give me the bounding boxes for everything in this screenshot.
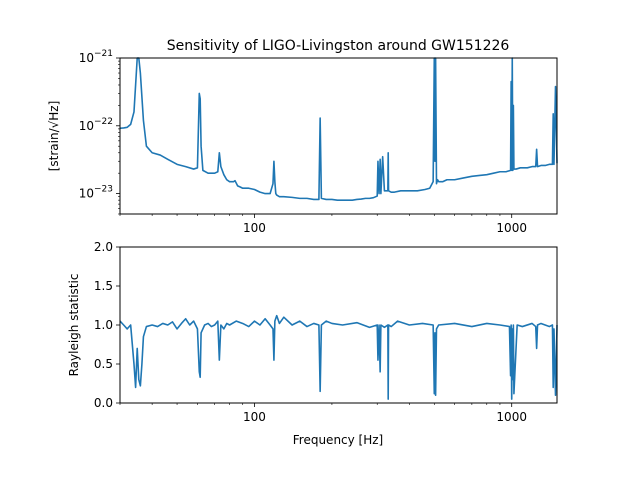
- bottom-axis-ticks: 100 1000 0.0 0.5 1.0 1.5 2.0: [94, 240, 527, 424]
- top-y-tick-label-0: 10−23: [79, 185, 113, 201]
- bottom-y-tick-label-3: 1.5: [94, 279, 113, 293]
- top-y-tick-label-1: 10−22: [79, 117, 113, 133]
- bottom-panel-rayleigh: 100 1000 0.0 0.5 1.0 1.5 2.0 Rayleigh statisti…: [67, 240, 558, 447]
- top-y-tick-label-2: 10−21: [79, 49, 113, 65]
- bottom-y-tick-label-4: 2.0: [94, 240, 113, 254]
- bottom-series-line-0: [119, 314, 558, 400]
- top-plot-frame: [119, 57, 558, 215]
- bottom-x-tick-label-1: 1000: [496, 410, 527, 424]
- top-ylabel: [strain/√Hz]: [47, 101, 61, 172]
- bottom-x-tick-label-0: 100: [243, 410, 266, 424]
- top-axis-ticks: 100 1000 10−23 10−22 10−21: [79, 49, 527, 235]
- bottom-y-tick-label-0: 0.0: [94, 396, 113, 410]
- top-x-tick-label-1: 1000: [496, 221, 527, 235]
- chart-title: Sensitivity of LIGO-Livingston around GW…: [167, 38, 510, 54]
- bottom-y-tick-label-2: 1.0: [94, 318, 113, 332]
- bottom-xlabel: Frequency [Hz]: [293, 433, 384, 447]
- bottom-y-tick-label-1: 0.5: [94, 357, 113, 371]
- top-panel-sensitivity: 100 1000 10−23 10−22 10−21 [strain/√Hz]: [47, 49, 558, 235]
- bottom-ylabel: Rayleigh statistic: [67, 274, 81, 377]
- top-series-line-group: [119, 57, 558, 201]
- top-series-line-0: [119, 57, 558, 201]
- top-x-tick-label-0: 100: [243, 221, 266, 235]
- bottom-series-line-group: [119, 314, 558, 400]
